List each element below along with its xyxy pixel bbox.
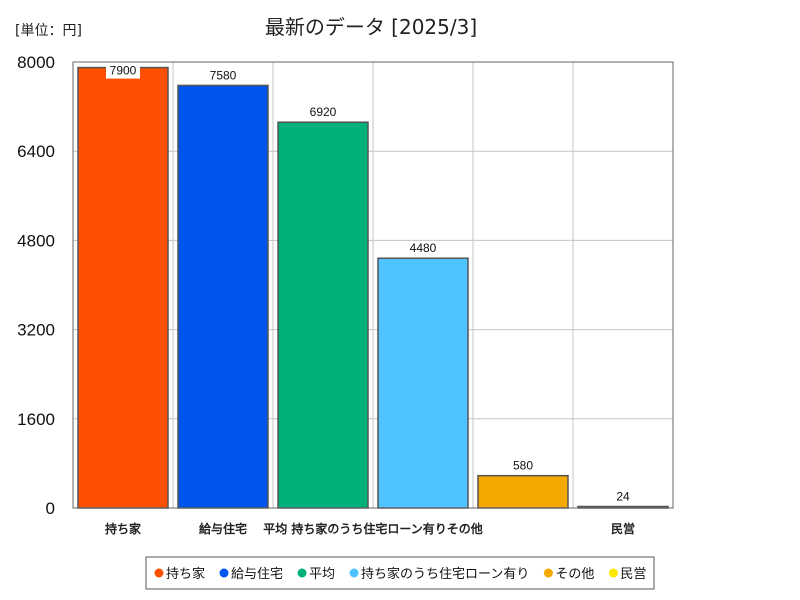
legend-entry: 給与住宅 (231, 567, 283, 582)
unit-label: [単位：円] (15, 23, 82, 39)
legend-box (145, 556, 655, 590)
data-label-bg (106, 65, 140, 79)
x-tick-label: 民営 (611, 521, 635, 536)
data-label: 7900 (110, 64, 137, 78)
x-tick-label: 持ち家 (105, 521, 142, 536)
bar (277, 121, 369, 509)
legend-marker (297, 568, 307, 578)
bar (477, 474, 569, 509)
y-tick-label: 6400 (17, 142, 55, 161)
y-tick-label: 1600 (17, 410, 55, 429)
data-label: 580 (513, 459, 533, 473)
legend-entry: その他 (555, 567, 594, 582)
data-label: 6920 (310, 105, 337, 119)
legend-entry: 民営 (620, 567, 646, 582)
legend-entry: 持ち家 (166, 566, 205, 582)
data-label: 4480 (410, 241, 437, 255)
x-tick-label: 給与住宅 (199, 521, 247, 536)
data-label: 7580 (210, 68, 237, 82)
legend-marker (154, 568, 164, 578)
bar (377, 257, 469, 509)
x-tick-label: 平均 持ち家のうち住宅ローン有りその他 (263, 521, 483, 536)
legend-entry: 平均 (309, 567, 335, 582)
data-label: 24 (616, 490, 630, 504)
plot-border (72, 61, 674, 509)
y-tick-label: 8000 (17, 53, 55, 72)
plot-area: 0 1600 3200 4800 6400 8000 7900 7580 6920 4480 580… (17, 53, 674, 536)
y-tick-label: 4800 (17, 231, 55, 250)
legend: 持ち家 給与住宅 平均 持ち家のうち住宅ローン有り その他 民営 (145, 556, 655, 590)
chart-title: 最新のデータ [2025/3] (265, 15, 477, 39)
legend-marker (543, 568, 553, 578)
y-tick-label: 0 (46, 499, 55, 518)
y-tick-label: 3200 (17, 321, 55, 340)
legend-marker (608, 568, 618, 578)
bar (77, 66, 169, 509)
legend-marker (349, 568, 359, 578)
legend-entry: 持ち家のうち住宅ローン有り (361, 566, 529, 582)
legend-marker (219, 568, 229, 578)
bar (177, 84, 269, 509)
